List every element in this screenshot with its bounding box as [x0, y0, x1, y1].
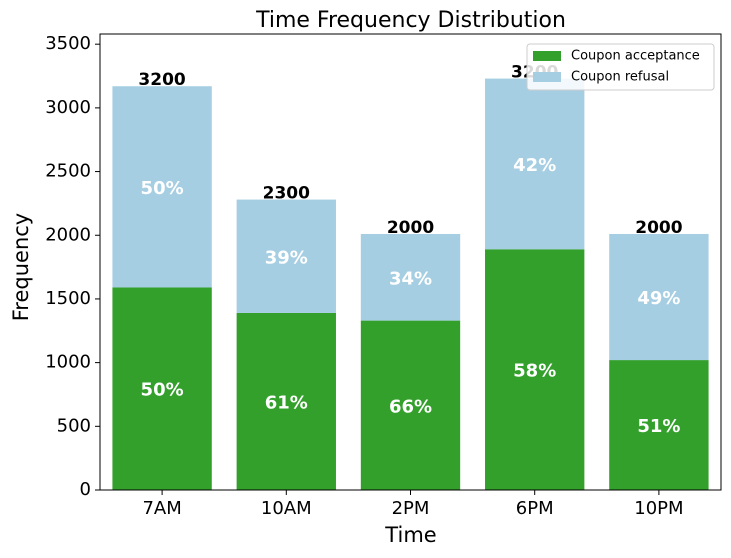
x-tick-label: 6PM — [516, 498, 554, 519]
legend-swatch — [533, 72, 561, 82]
y-tick-label: 1000 — [45, 352, 91, 373]
y-tick-label: 1500 — [45, 288, 91, 309]
total-label: 2300 — [263, 184, 310, 204]
legend-swatch — [533, 51, 561, 61]
total-label: 3200 — [138, 70, 185, 90]
percent-label: 49% — [637, 288, 680, 309]
x-tick-label: 7AM — [142, 498, 181, 519]
plot-frame — [99, 33, 722, 491]
y-tick-label: 500 — [57, 415, 91, 436]
percent-label: 51% — [637, 416, 680, 437]
x-axis-label: Time — [384, 523, 436, 547]
bar-segment — [360, 320, 461, 490]
bar-segment — [112, 86, 212, 288]
percent-label: 50% — [141, 380, 184, 401]
percent-label: 58% — [513, 361, 556, 382]
y-tick-label: 3500 — [45, 33, 91, 54]
bar-segment — [485, 249, 585, 490]
percent-label: 50% — [141, 178, 184, 199]
total-label: 2000 — [635, 218, 682, 238]
legend-box — [526, 43, 715, 91]
total-label: 2000 — [387, 218, 434, 238]
x-tick-label: 10PM — [634, 498, 683, 519]
bar-segment — [609, 360, 709, 490]
percent-label: 66% — [389, 396, 432, 417]
x-tick-label: 2PM — [392, 498, 430, 519]
y-tick-label: 3000 — [45, 97, 91, 118]
y-tick-label: 2500 — [45, 161, 91, 182]
bar-segment — [236, 199, 336, 313]
bar-segment — [236, 312, 336, 490]
chart-title: Time Frequency Distribution — [255, 8, 566, 33]
y-tick-label: 0 — [80, 479, 91, 500]
percent-label: 34% — [389, 268, 432, 289]
bar-segment — [609, 233, 709, 361]
legend-label: Coupon acceptance — [571, 49, 700, 64]
percent-label: 61% — [265, 392, 308, 413]
percent-label: 39% — [265, 247, 308, 268]
bar-segment — [360, 233, 461, 321]
x-tick-label: 10AM — [261, 498, 312, 519]
y-axis-label: Frequency — [9, 213, 33, 322]
bar-segment — [485, 78, 585, 250]
bar-segment — [112, 287, 212, 490]
legend-label: Coupon refusal — [571, 70, 669, 85]
y-tick-label: 2000 — [45, 224, 91, 245]
percent-label: 42% — [513, 155, 556, 176]
